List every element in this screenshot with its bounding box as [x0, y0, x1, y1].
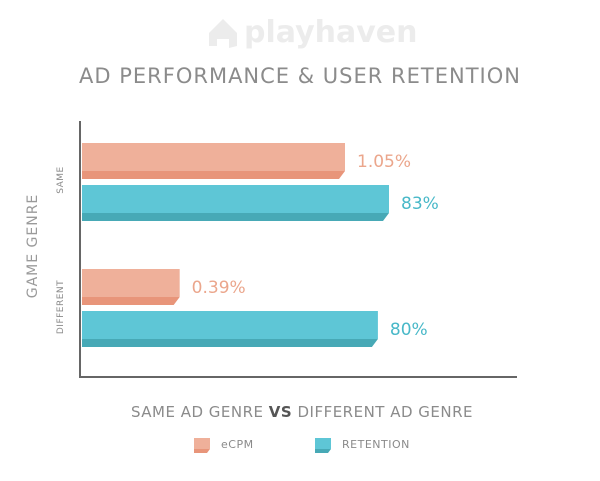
bar-shade-ecpm-same	[82, 171, 345, 179]
bars-group: 1.05% 0.39% 83% 80%	[82, 143, 439, 347]
category-label-different: DIFFERENT	[56, 280, 66, 334]
legend-swatch-face-retention	[315, 438, 331, 449]
legend-item-retention: RETENTION	[315, 438, 410, 453]
logo-text: playhaven	[244, 15, 418, 50]
category-label-same: SAME	[56, 166, 66, 194]
bar-ecpm-same	[82, 143, 345, 171]
legend-swatch-face-ecpm	[194, 438, 210, 449]
value-label-retention-same: 83%	[401, 194, 439, 214]
x-axis-caption-part-2: DIFFERENT AD GENRE	[292, 403, 473, 421]
bar-shade-ecpm-different	[82, 297, 180, 305]
value-label-ecpm-different: 0.39%	[192, 278, 246, 298]
house-icon	[209, 19, 237, 48]
legend-label-ecpm: eCPM	[221, 438, 254, 451]
legend-swatch-retention	[315, 449, 331, 453]
legend-item-ecpm: eCPM	[194, 438, 254, 453]
x-axis-caption-part-1: SAME AD GENRE	[131, 403, 269, 421]
value-label-ecpm-same: 1.05%	[357, 152, 411, 172]
bar-shade-retention-same	[82, 213, 389, 221]
playhaven-logo: playhaven	[209, 15, 418, 50]
chart-title: AD PERFORMANCE & USER RETENTION	[79, 64, 521, 88]
x-axis-caption: SAME AD GENRE VS DIFFERENT AD GENRE	[131, 403, 473, 421]
bar-retention-same	[82, 185, 389, 213]
bar-ecpm-different	[82, 269, 180, 297]
value-label-retention-different: 80%	[390, 320, 428, 340]
bar-shade-retention-different	[82, 339, 378, 347]
x-axis-caption-vs: VS	[269, 403, 292, 421]
legend: eCPM RETENTION	[194, 438, 410, 453]
legend-label-retention: RETENTION	[342, 438, 410, 451]
y-axis-title: GAME GENRE	[25, 194, 41, 299]
bar-retention-different	[82, 311, 378, 339]
legend-swatch-ecpm	[194, 449, 210, 453]
